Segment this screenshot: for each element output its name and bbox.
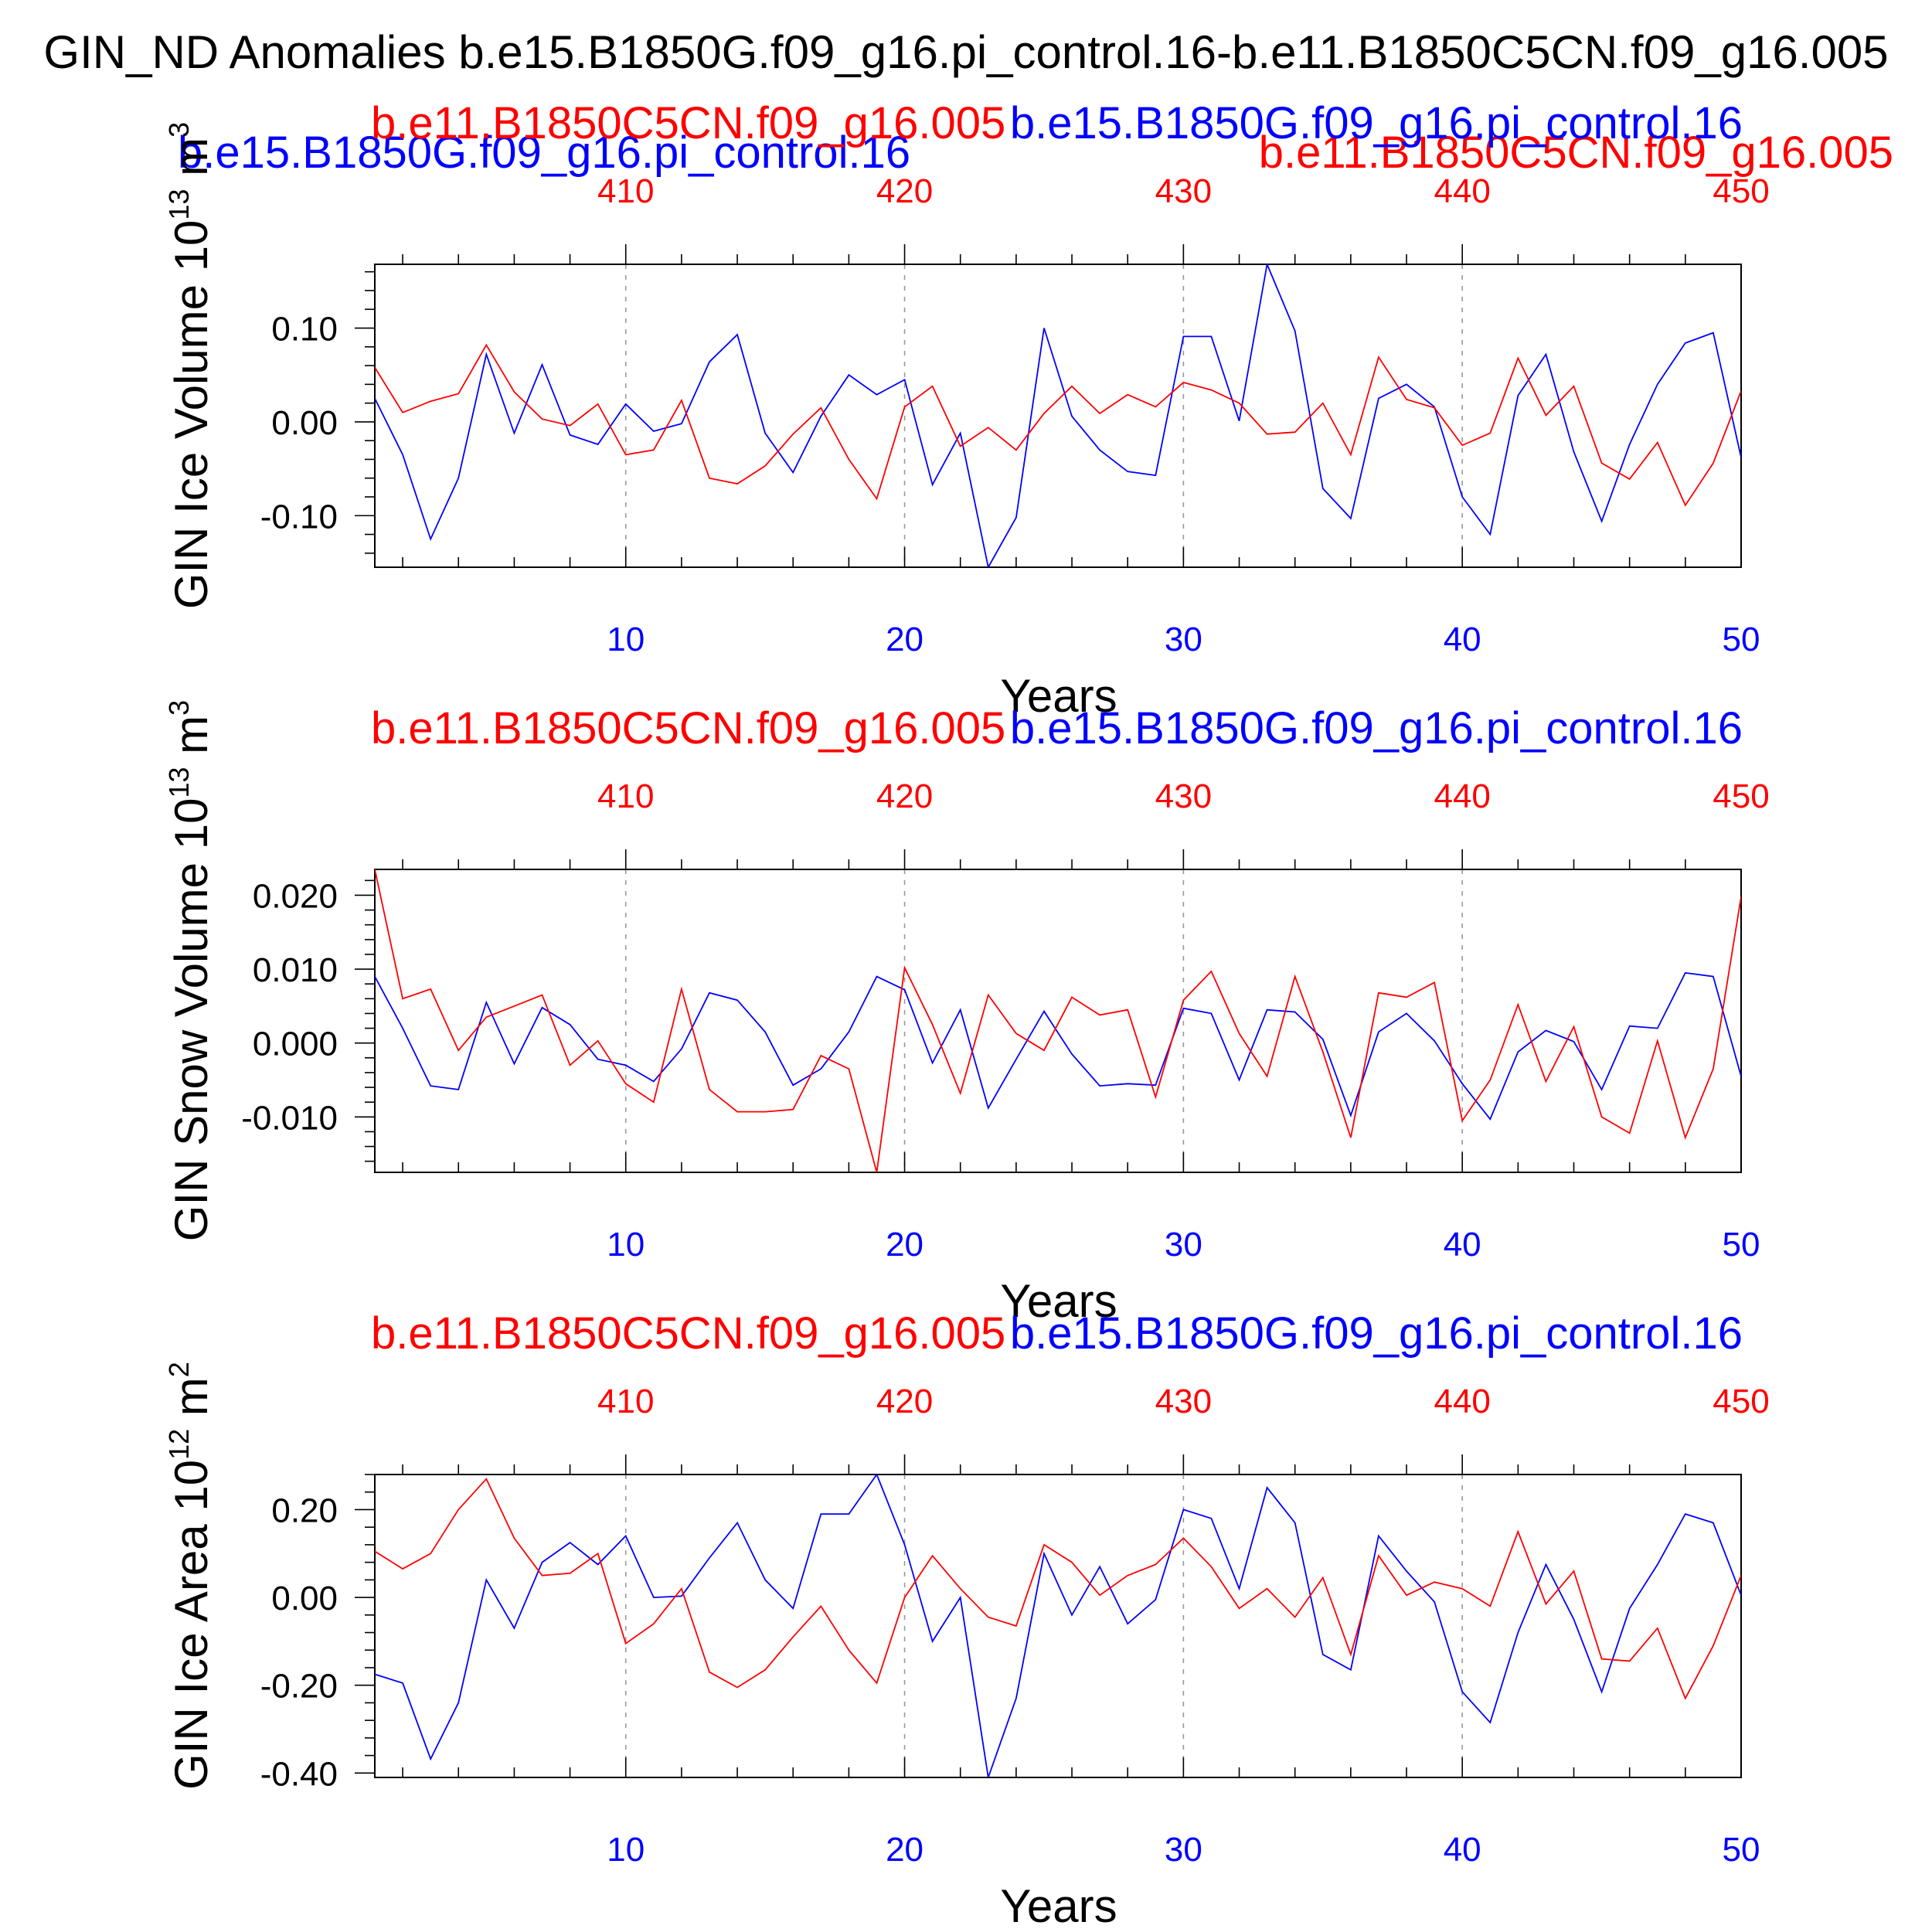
top-tick-label: 440 [1434, 777, 1490, 815]
plot-frame [374, 264, 1742, 568]
top-tick-label: 440 [1434, 172, 1490, 210]
y-tick-label: 0.020 [253, 877, 338, 915]
y-tick-label: -0.010 [241, 1099, 338, 1137]
y-axis-label-unit-exponent: 3 [163, 700, 195, 716]
series-line-blue [375, 264, 1741, 567]
y-tick-label: 0.20 [271, 1492, 338, 1529]
y-axis-label-unit: m [165, 716, 217, 767]
x-tick-label: 40 [1444, 621, 1481, 658]
y-tick-label: 0.00 [271, 404, 338, 442]
top-tick-label: 420 [876, 777, 933, 815]
top-red-label: b.e11.B1850C5CN.f09_g16.005 [1259, 128, 1893, 178]
series-line-red [375, 1478, 1741, 1700]
panel-red-label: b.e11.B1850C5CN.f09_g16.005 [371, 1308, 1005, 1359]
figure-title: GIN_ND Anomalies b.e15.B1850G.f09_g16.pi… [43, 26, 1888, 78]
x-tick-label: 40 [1444, 1831, 1481, 1869]
top-tick-label: 420 [876, 172, 933, 210]
x-tick-label: 20 [886, 1831, 923, 1869]
top-tick-label: 410 [597, 1383, 654, 1420]
plot-frame [374, 1474, 1742, 1778]
plot-frame [374, 869, 1742, 1173]
chart-panel-3: b.e11.B1850C5CN.f09_g16.005 b.e15.B1850G.… [163, 1308, 1770, 1932]
top-tick-label: 410 [597, 172, 654, 210]
y-axis-label-main: GIN Ice Area 10 [165, 1460, 217, 1790]
y-axis-label-unit-exponent: 2 [163, 1362, 195, 1377]
x-tick-label: 50 [1723, 1226, 1760, 1264]
y-axis-label-unit-exponent: 3 [163, 122, 195, 138]
chart-panels: b.e11.B1850C5CN.f09_g16.005 b.e15.B1850G.… [163, 98, 1770, 1932]
y-axis-label-exponent: 13 [163, 767, 195, 798]
y-axis-label-unit: m [165, 138, 217, 189]
panel-red-label: b.e11.B1850C5CN.f09_g16.005 [371, 98, 1005, 148]
top-tick-label: 420 [876, 1383, 933, 1420]
y-axis-label: GIN Ice Area 1012 m2 [163, 1362, 217, 1790]
top-blue-label: b.e15.B1850G.f09_g16.pi_control.16 [178, 128, 910, 178]
x-tick-label: 30 [1165, 1226, 1202, 1264]
y-axis-label-main: GIN Snow Volume 10 [165, 798, 217, 1242]
x-axis-label: Years [1000, 1880, 1117, 1932]
y-axis-label-exponent: 13 [163, 189, 195, 220]
x-tick-label: 40 [1444, 1226, 1481, 1264]
y-tick-label: 0.10 [271, 311, 338, 349]
top-tick-label: 410 [597, 777, 654, 815]
panel-blue-label: b.e15.B1850G.f09_g16.pi_control.16 [1010, 703, 1743, 753]
y-tick-label: 0.00 [271, 1580, 338, 1617]
y-tick-label: -0.40 [260, 1755, 338, 1793]
y-tick-label: -0.20 [260, 1668, 338, 1706]
x-tick-label: 20 [886, 1226, 923, 1264]
chart-panel-2: b.e11.B1850C5CN.f09_g16.005 b.e15.B1850G.… [163, 700, 1770, 1327]
top-tick-label: 430 [1155, 1383, 1212, 1420]
x-tick-label: 30 [1165, 1831, 1202, 1869]
x-tick-label: 30 [1165, 621, 1202, 658]
x-tick-label: 20 [886, 621, 923, 658]
panel-blue-label: b.e15.B1850G.f09_g16.pi_control.16 [1010, 1308, 1743, 1359]
top-tick-label: 430 [1155, 172, 1212, 210]
top-tick-label: 440 [1434, 1383, 1490, 1420]
panel-red-label: b.e11.B1850C5CN.f09_g16.005 [371, 703, 1005, 753]
y-tick-label: 0.000 [253, 1026, 338, 1063]
x-tick-label: 50 [1723, 621, 1760, 658]
chart-panel-1: b.e11.B1850C5CN.f09_g16.005 b.e15.B1850G.… [163, 98, 1770, 722]
x-tick-label: 10 [607, 1831, 645, 1869]
y-axis-label-exponent: 12 [163, 1429, 195, 1460]
series-line-blue [375, 971, 1741, 1121]
x-tick-label: 10 [607, 621, 645, 658]
series-line-blue [375, 1475, 1741, 1777]
y-axis-label-unit: m [165, 1377, 217, 1429]
x-tick-label: 50 [1723, 1831, 1760, 1869]
y-tick-label: 0.010 [253, 951, 338, 989]
y-axis-label: GIN Ice Volume 1013 m3 [163, 122, 217, 609]
y-axis-label-main: GIN Ice Volume 10 [165, 220, 217, 610]
y-tick-label: -0.10 [260, 498, 338, 536]
x-axis-label: Years [1000, 670, 1117, 722]
x-tick-label: 10 [607, 1226, 645, 1264]
series-line-red [375, 343, 1741, 507]
series-line-red [375, 869, 1741, 1172]
top-tick-label: 450 [1713, 172, 1769, 210]
y-axis-label: GIN Snow Volume 1013 m3 [163, 700, 217, 1241]
top-tick-label: 450 [1713, 777, 1769, 815]
top-tick-label: 450 [1713, 1383, 1769, 1420]
panel-blue-label: b.e15.B1850G.f09_g16.pi_control.16 [1010, 98, 1743, 148]
x-axis-label: Years [1000, 1275, 1117, 1327]
top-tick-label: 430 [1155, 777, 1212, 815]
